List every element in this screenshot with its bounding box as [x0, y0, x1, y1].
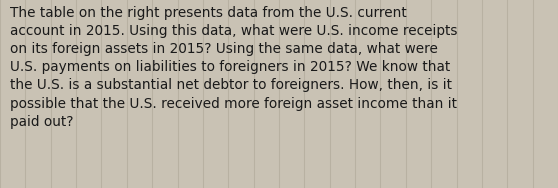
Text: The table on the right presents data from the U.S. current
account in 2015. Usin: The table on the right presents data fro…: [10, 6, 458, 129]
